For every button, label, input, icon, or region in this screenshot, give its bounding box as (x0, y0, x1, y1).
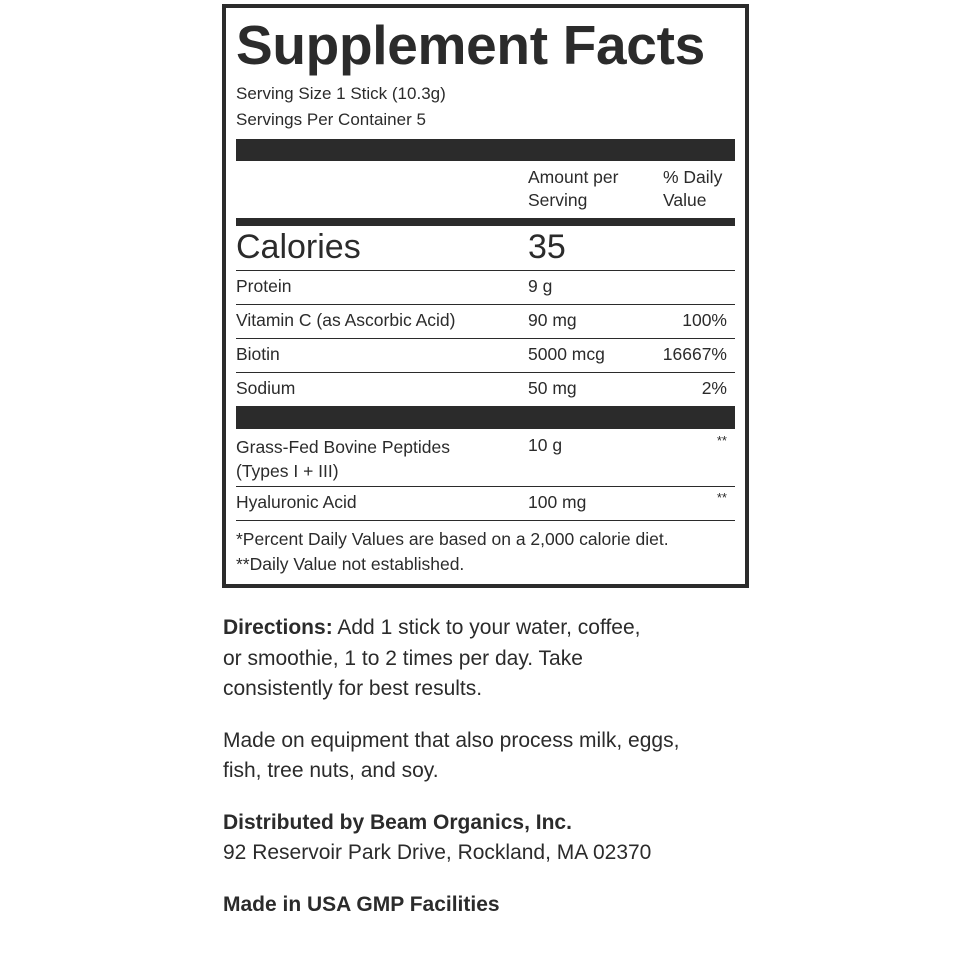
footnote-dv: *Percent Daily Values are based on a 2,0… (236, 529, 669, 549)
amount-header-2: Serving (528, 190, 588, 210)
amount-header: Amount per (528, 167, 619, 187)
nutrient-dv: ** (716, 490, 727, 505)
footnote-not-established: **Daily Value not established. (236, 554, 465, 574)
distributor-address: 92 Reservoir Park Drive, Rockland, MA 02… (223, 841, 652, 864)
nutrient-dv: 2% (701, 378, 727, 398)
nutrient-amount: 10 g (528, 435, 563, 455)
nutrient-name: Protein (236, 276, 292, 296)
calories-label: Calories (236, 228, 361, 266)
nutrient-dv: 16667% (662, 344, 727, 364)
calories-row: Calories 35 (236, 226, 735, 271)
supplement-facts-panel: Supplement Facts Serving Size 1 Stick (1… (222, 4, 749, 588)
calories-value: 35 (528, 228, 566, 266)
dv-header: % Daily (663, 167, 723, 187)
directions-text: Add 1 stick to your water, coffee, or sm… (223, 616, 641, 700)
directions: Directions: Add 1 stick to your water, c… (223, 613, 653, 705)
nutrient-name: Grass-Fed Bovine Peptides (236, 437, 450, 457)
serving-size: Serving Size 1 Stick (10.3g) (236, 84, 446, 103)
nutrient-name: Sodium (236, 378, 296, 398)
divider-bar (236, 139, 735, 161)
nutrient-amount: 100 mg (528, 492, 587, 512)
nutrient-amount: 5000 mcg (528, 344, 605, 364)
dv-header-2: Value (663, 190, 707, 210)
divider-bar (236, 407, 735, 429)
directions-label: Directions: (223, 616, 333, 639)
nutrient-amount: 9 g (528, 276, 553, 296)
table-row: Hyaluronic Acid 100 mg ** (236, 487, 735, 521)
divider-bar (236, 218, 735, 226)
nutrient-amount: 90 mg (528, 310, 577, 330)
table-row: Biotin 5000 mcg 16667% (236, 339, 735, 373)
table-row: Sodium 50 mg 2% (236, 373, 735, 407)
origin-statement: Made in USA GMP Facilities (223, 892, 500, 916)
distributor: Distributed by Beam Organics, Inc. 92 Res… (223, 808, 663, 869)
product-info: Directions: Add 1 stick to your water, c… (223, 613, 823, 941)
table-row: Vitamin C (as Ascorbic Acid) 90 mg 100% (236, 305, 735, 339)
allergen-statement: Made on equipment that also process milk… (223, 728, 680, 783)
nutrient-amount: 50 mg (528, 378, 577, 398)
nutrient-dv: ** (716, 433, 727, 448)
table-row: Grass-Fed Bovine Peptides (Types I + III)… (236, 429, 735, 487)
nutrient-dv: 100% (682, 310, 727, 330)
footnotes: *Percent Daily Values are based on a 2,0… (236, 521, 735, 577)
nutrient-name: Vitamin C (as Ascorbic Acid) (236, 310, 456, 330)
nutrient-name: Hyaluronic Acid (236, 492, 357, 512)
nutrient-name: Biotin (236, 344, 280, 364)
distributor-name: Distributed by Beam Organics, Inc. (223, 810, 572, 834)
column-header: Amount per Serving % Daily Value (236, 161, 735, 218)
nutrient-name-2: (Types I + III) (236, 461, 339, 481)
servings-per-container: Servings Per Container 5 (236, 110, 426, 129)
panel-title: Supplement Facts (236, 14, 705, 76)
table-row: Protein 9 g (236, 271, 735, 305)
